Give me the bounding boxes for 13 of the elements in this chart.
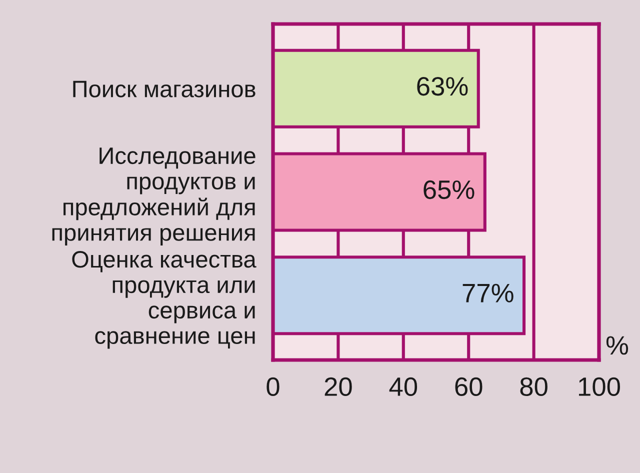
- y-tick-label: Поиск магазинов: [73, 80, 256, 98]
- x-tick-label: 60: [455, 377, 482, 396]
- x-tick-label: 100: [579, 377, 620, 396]
- data-label: 65%: [424, 180, 474, 200]
- data-label: 77%: [462, 284, 514, 302]
- x-tick-label: 80: [520, 377, 548, 396]
- x-tick-label: 40: [389, 377, 418, 396]
- data-label: 63%: [417, 77, 468, 96]
- x-tick-label: 0: [266, 377, 280, 396]
- y-tick-label: Исследование продуктов и предложений для принятия решения: [52, 148, 256, 246]
- y-tick-label: Оценка качества продукта или сервиса и сравнение цен: [72, 251, 256, 349]
- x-tick-label: 20: [324, 377, 352, 396]
- x-axis-title: %: [606, 336, 628, 355]
